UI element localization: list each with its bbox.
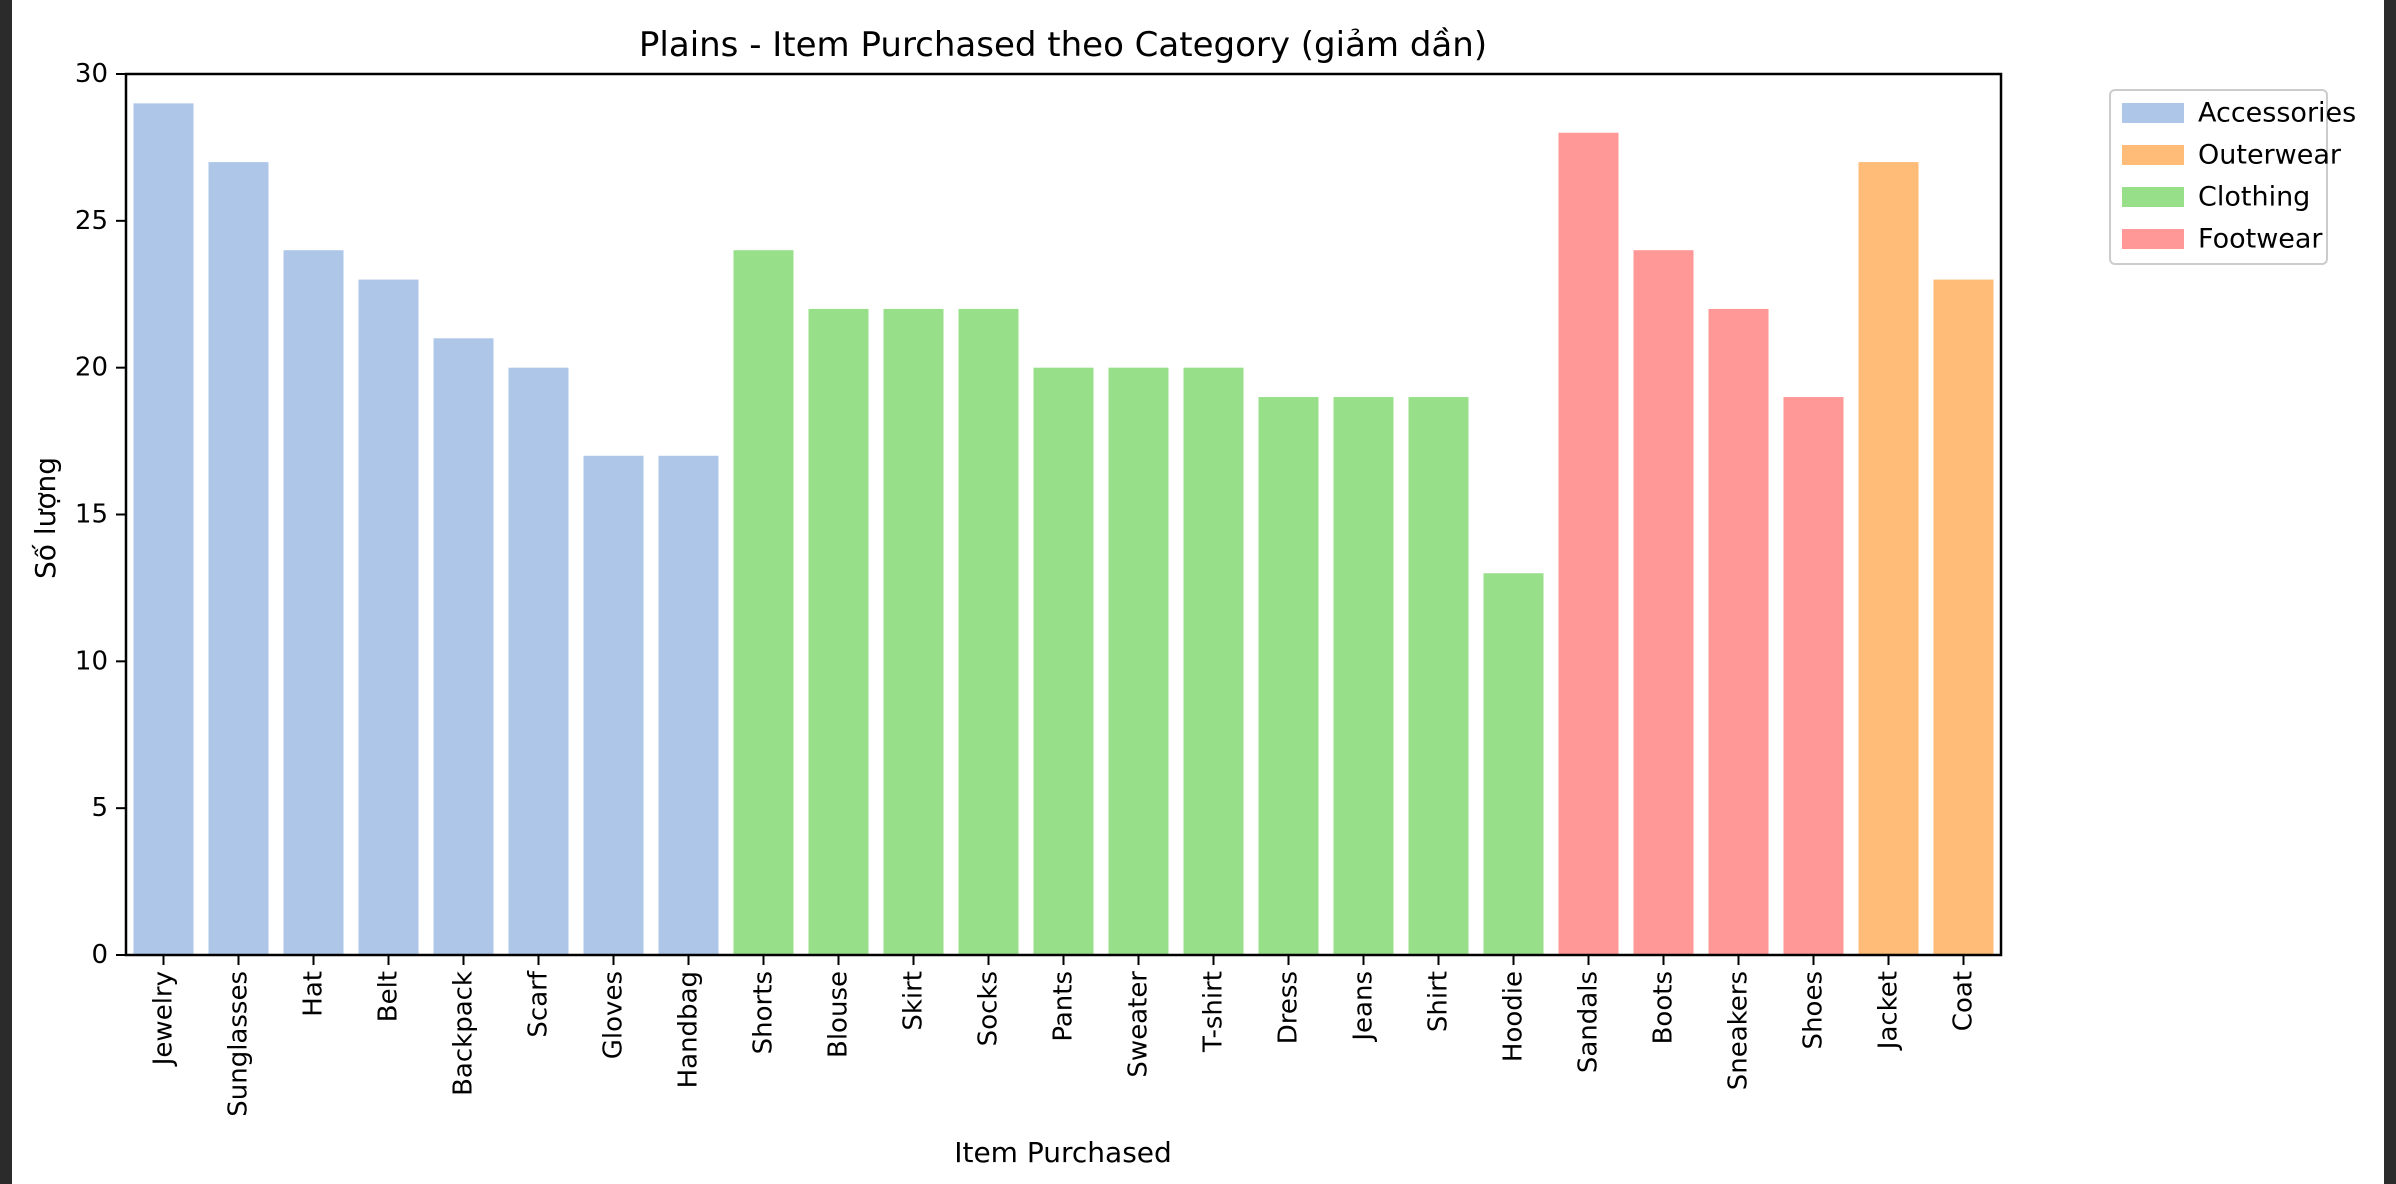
x-tick-label-sneakers: Sneakers	[1724, 971, 1754, 1090]
y-axis-label: Số lượng	[29, 457, 62, 579]
x-tick-label-boots: Boots	[1649, 971, 1679, 1044]
y-tick-label-5: 5	[91, 793, 108, 823]
x-tick-label-skirt: Skirt	[899, 971, 929, 1031]
bar-hoodie	[1483, 573, 1544, 955]
x-tick-label-dress: Dress	[1274, 971, 1304, 1044]
x-axis: Jewelry Sunglasses Hat Belt Backpack Scarf Glo…	[149, 955, 1979, 1117]
x-tick-label-gloves: Gloves	[599, 971, 629, 1059]
x-tick-label-shorts: Shorts	[749, 971, 779, 1054]
x-tick-label-pants: Pants	[1049, 971, 1079, 1042]
x-tick-label-blouse: Blouse	[824, 971, 854, 1058]
bar-jeans	[1333, 397, 1394, 955]
bar-belt	[358, 279, 419, 956]
bar-boots	[1633, 250, 1694, 955]
legend-swatch-accessories	[2122, 103, 2184, 123]
chart-title: Plains - Item Purchased theo Category (g…	[639, 25, 1487, 65]
x-tick-label-hat: Hat	[299, 971, 329, 1017]
x-tick-label-sandals: Sandals	[1574, 971, 1604, 1073]
x-tick-label-jeans: Jeans	[1349, 971, 1379, 1043]
x-tick-label-hoodie: Hoodie	[1499, 971, 1529, 1062]
y-tick-label-30: 30	[75, 59, 108, 89]
legend-box	[2109, 89, 2328, 265]
bar-backpack	[433, 338, 494, 955]
x-tick-label-handbag: Handbag	[674, 971, 704, 1088]
bar-hat	[283, 250, 344, 955]
x-tick-label-belt: Belt	[374, 971, 404, 1022]
bar-coat	[1933, 279, 1994, 956]
bar-shirt	[1408, 397, 1469, 955]
bar-t-shirt	[1183, 367, 1244, 956]
y-tick-label-0: 0	[91, 940, 108, 970]
bar-gloves	[583, 455, 644, 955]
y-tick-label-25: 25	[75, 206, 108, 236]
x-tick-label-t-shirt: T-shirt	[1199, 971, 1229, 1053]
window-frame-right	[2384, 0, 2396, 1184]
legend-label-accessories: Accessories	[2198, 98, 2356, 129]
y-tick-label-20: 20	[75, 353, 108, 383]
legend-swatch-footwear	[2122, 229, 2184, 249]
bar-handbag	[658, 455, 719, 955]
y-tick-label-10: 10	[75, 646, 108, 676]
x-tick-label-sweater: Sweater	[1124, 971, 1154, 1078]
bar-dress	[1258, 397, 1319, 955]
legend-swatch-clothing	[2122, 187, 2184, 207]
bar-socks	[958, 308, 1019, 955]
bar-pants	[1033, 367, 1094, 956]
x-tick-label-scarf: Scarf	[524, 970, 554, 1037]
bar-sandals	[1558, 132, 1619, 955]
bar-jewelry	[133, 103, 194, 955]
x-tick-label-shirt: Shirt	[1424, 971, 1454, 1032]
x-tick-label-sunglasses: Sunglasses	[224, 971, 254, 1117]
legend-label-footwear: Footwear	[2198, 224, 2323, 255]
x-tick-label-jacket: Jacket	[1874, 971, 1904, 1051]
x-tick-label-shoes: Shoes	[1799, 971, 1829, 1049]
bar-shoes	[1783, 397, 1844, 955]
legend: Accessories Outerwear Clothing Footwear	[2109, 89, 2356, 265]
legend-label-clothing: Clothing	[2198, 182, 2310, 213]
bar-sweater	[1108, 367, 1169, 956]
legend-label-outerwear: Outerwear	[2198, 140, 2342, 171]
bar-blouse	[808, 308, 869, 955]
x-tick-label-coat: Coat	[1949, 971, 1979, 1031]
bar-skirt	[883, 308, 944, 955]
bar-shorts	[733, 250, 794, 955]
x-tick-label-jewelry: Jewelry	[149, 971, 179, 1067]
bars-group	[133, 103, 1994, 956]
bar-scarf	[508, 367, 569, 956]
y-tick-label-15: 15	[75, 500, 108, 530]
x-tick-label-backpack: Backpack	[449, 971, 479, 1096]
x-tick-label-socks: Socks	[974, 971, 1004, 1046]
bar-sneakers	[1708, 308, 1769, 955]
x-axis-label: Item Purchased	[954, 1136, 1172, 1169]
bar-jacket	[1858, 162, 1919, 956]
legend-swatch-outerwear	[2122, 145, 2184, 165]
window-frame-left	[0, 0, 12, 1184]
y-axis: 0 5 10 15 20 25 30	[75, 59, 126, 970]
bar-sunglasses	[208, 162, 269, 956]
